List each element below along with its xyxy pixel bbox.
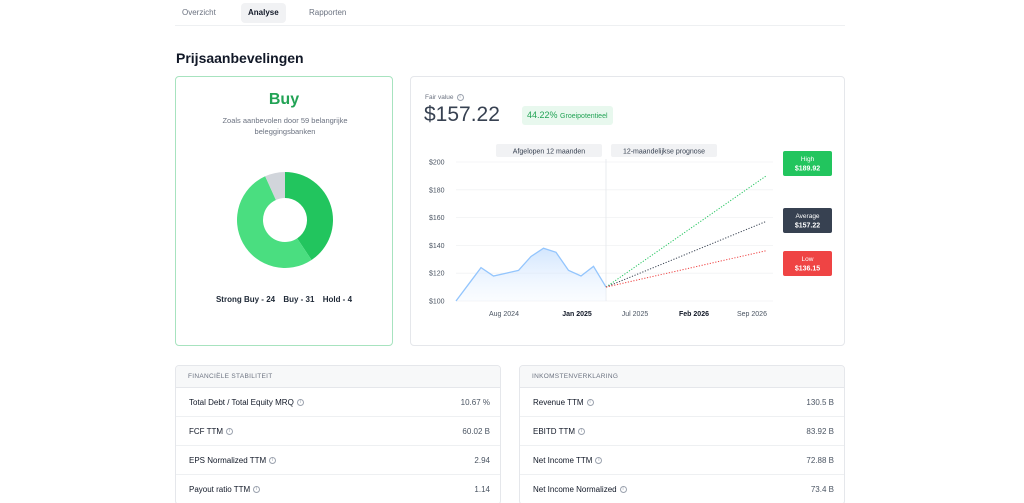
table-row: Payout ratio TTM i 1.14 [176,475,500,503]
period-label-bg [496,144,602,157]
table-row: EPS Normalized TTM i 2.94 [176,446,500,475]
legend-hold: Hold - 4 [322,295,353,304]
forecast-line-low [605,250,767,288]
x-tick-label: Jan 2025 [562,311,592,318]
period-label: Afgelopen 12 maanden [513,149,585,156]
tab-analyse[interactable]: Analyse [241,3,286,23]
info-icon[interactable]: i [253,486,261,494]
forecast-label-high: High [801,156,815,163]
period-label-bg [611,144,717,157]
table-row: Net Income Normalized i 73.4 B [520,475,844,503]
y-tick-label: $160 [429,215,445,222]
growth-percent: 44.22% [527,110,558,120]
financial-stability-title: FINANCIËLE STABILITEIT [176,366,500,388]
price-forecast-chart: Afgelopen 12 maanden 12-maandelijkse prog… [429,144,832,318]
recommendation-card: Buy Zoals aanbevolen door 59 belangrijke… [175,76,393,346]
forecast-box-average [783,208,832,233]
history-area [456,248,606,301]
growth-label: Groeipotentieel [560,113,608,120]
growth-badge: 44.22% Groeipotentieel [522,106,613,125]
forecast-label-average: Average [795,213,819,220]
forecast-value-high: $189.92 [795,166,820,173]
recommendation-donut-chart [237,172,333,268]
y-tick-label: $120 [429,271,445,278]
x-tick-label: Feb 2026 [679,311,709,318]
income-statement-table: INKOMSTENVERKLARING Revenue TTM i 130.5 B … [519,365,845,503]
info-icon[interactable]: i [586,399,594,407]
donut-slice-strong-buy [285,172,333,260]
forecast-label-low: Low [802,256,814,263]
info-icon[interactable]: i [456,94,464,101]
x-tick-label: Jul 2025 [622,311,649,318]
info-icon[interactable]: i [619,486,627,494]
forecast-box-high [783,151,832,176]
tab-rapporten[interactable]: Rapporten [309,8,347,17]
section-title: Prijsaanbevelingen [176,50,304,66]
info-icon[interactable]: i [226,428,234,436]
financial-stability-table: FINANCIËLE STABILITEIT Total Debt / Tota… [175,365,501,503]
legend-buy: Buy - 31 [283,295,315,304]
info-icon[interactable]: i [578,428,586,436]
tab-bar: Overzicht Analyse Rapporten [175,0,845,26]
forecast-line-high [605,175,767,288]
forecast-value-average: $157.22 [795,223,820,230]
info-icon[interactable]: i [269,457,277,465]
fair-value-amount: $157.22 [424,103,500,126]
table-row: EBITD TTM i 83.92 B [520,417,844,446]
history-line [455,247,607,302]
period-label: 12-maandelijkse prognose [623,149,705,156]
table-row: Total Debt / Total Equity MRQ i 10.67 % [176,388,500,417]
table-row: Net Income TTM i 72.88 B [520,446,844,475]
tab-overzicht[interactable]: Overzicht [182,8,216,17]
table-row: Revenue TTM i 130.5 B [520,388,844,417]
info-icon[interactable]: i [595,457,603,465]
table-row: FCF TTM i 60.02 B [176,417,500,446]
income-statement-title: INKOMSTENVERKLARING [520,366,844,388]
y-tick-label: $140 [429,243,445,250]
info-icon[interactable]: i [296,399,304,407]
fair-value-card: Afgelopen 12 maanden 12-maandelijkse prog… [410,76,845,346]
y-tick-label: $180 [429,187,445,194]
donut-slice-hold [265,172,285,200]
y-tick-label: $200 [429,160,445,167]
legend-strong-buy: Strong Buy - 24 [215,295,276,304]
fair-value-label: Fair value i [425,94,464,101]
forecast-box-low [783,251,832,276]
recommendation-legend: Strong Buy - 24 Buy - 31 Hold - 4 [176,295,392,304]
donut-slice-buy [237,176,312,268]
y-tick-label: $100 [429,299,445,306]
forecast-value-low: $136.15 [795,266,820,273]
recommendation-verdict: Buy [268,91,300,108]
x-tick-label: Sep 2026 [737,311,767,318]
recommendation-description: Zoals aanbevolen door 59 belangrijke bel… [222,116,348,136]
forecast-line-average [605,221,767,288]
x-tick-label: Aug 2024 [489,311,519,318]
